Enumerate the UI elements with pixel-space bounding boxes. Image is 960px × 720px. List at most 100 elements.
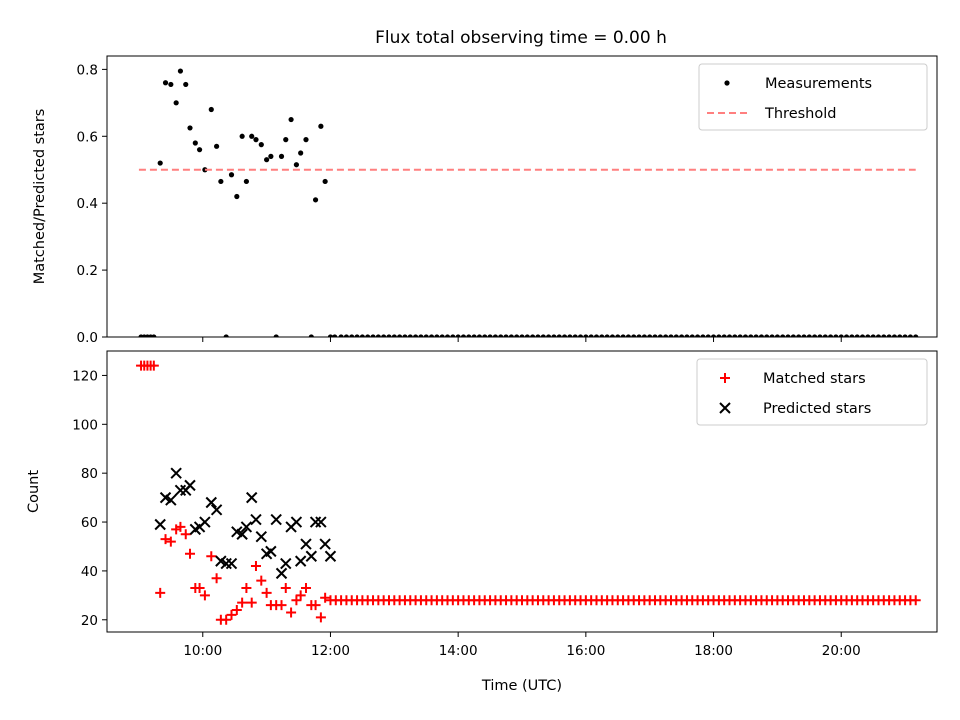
data-point <box>806 334 812 337</box>
data-point <box>154 518 166 531</box>
data-point <box>165 536 176 547</box>
data-point <box>428 334 435 337</box>
data-point <box>386 334 392 337</box>
data-point <box>530 334 536 337</box>
data-point <box>162 80 169 86</box>
data-point <box>668 334 674 337</box>
data-point <box>423 334 429 337</box>
legend: Measurements Threshold <box>698 63 928 131</box>
data-point <box>721 334 727 337</box>
data-point <box>753 334 759 337</box>
data-point <box>827 334 834 337</box>
data-point <box>514 334 520 337</box>
data-point <box>833 334 839 337</box>
data-point <box>293 162 300 168</box>
plot-area <box>136 360 921 625</box>
data-point <box>897 334 903 337</box>
data-point <box>243 178 249 185</box>
data-point <box>165 494 177 506</box>
data-point <box>391 334 397 337</box>
data-point <box>310 600 321 611</box>
data-point <box>891 334 898 337</box>
data-point <box>455 334 461 337</box>
data-point <box>214 143 220 149</box>
y-tick-label: 0.0 <box>77 330 98 346</box>
data-point <box>278 153 285 159</box>
data-point <box>492 334 498 337</box>
data-point <box>710 334 717 337</box>
data-point <box>322 178 328 185</box>
top-panel: 0.0 0.2 0.4 0.6 0.8 Matched/Predicted stars Me… <box>32 55 938 346</box>
data-point <box>202 167 208 173</box>
data-point <box>663 334 669 337</box>
data-point <box>231 605 242 616</box>
data-point <box>276 600 287 611</box>
data-point <box>397 334 403 337</box>
data-point <box>300 538 312 550</box>
data-point <box>298 150 304 156</box>
legend-label: Matched stars <box>763 371 866 387</box>
data-point <box>226 609 237 620</box>
data-point <box>225 557 238 570</box>
data-point <box>295 590 306 601</box>
data-point <box>561 334 568 337</box>
data-point <box>249 133 255 139</box>
data-point <box>780 334 786 337</box>
data-point <box>354 334 360 337</box>
legend-box <box>698 63 928 131</box>
data-point <box>476 334 483 337</box>
data-point <box>657 334 663 337</box>
data-point <box>849 334 855 337</box>
y-tick-label: 0.8 <box>77 62 98 78</box>
data-point <box>240 521 253 533</box>
data-point <box>796 334 802 337</box>
data-point <box>250 561 261 572</box>
data-point <box>194 583 205 594</box>
data-point <box>577 334 584 337</box>
y-tick-label: 100 <box>72 417 98 433</box>
legend-marker <box>724 80 730 86</box>
data-point <box>567 334 573 337</box>
data-point <box>184 479 196 492</box>
data-point <box>180 529 191 540</box>
data-point <box>748 334 754 337</box>
data-point <box>290 516 303 528</box>
data-point <box>790 334 796 337</box>
data-point <box>270 513 282 526</box>
data-point <box>865 334 871 337</box>
data-point <box>854 334 860 337</box>
data-point <box>196 147 203 153</box>
data-point <box>148 360 159 371</box>
legend-label: Threshold <box>764 106 836 122</box>
data-point <box>519 334 525 337</box>
data-point <box>237 597 248 608</box>
data-point <box>275 567 288 580</box>
data-point <box>381 334 387 337</box>
series-predicted-stars <box>154 467 337 580</box>
data-point <box>294 555 307 567</box>
data-point <box>524 334 530 337</box>
data-point <box>652 334 658 337</box>
data-point <box>705 334 711 337</box>
series-measurements <box>138 68 338 337</box>
legend-box <box>696 358 928 426</box>
data-point <box>498 334 504 337</box>
data-point <box>359 334 365 337</box>
y-tick-label: 20 <box>81 613 98 629</box>
data-point <box>604 334 610 337</box>
data-point <box>192 140 198 146</box>
series-matched-stars <box>136 360 336 625</box>
data-point <box>205 496 217 509</box>
data-point <box>183 81 189 88</box>
data-point <box>365 334 371 337</box>
data-point <box>444 334 451 337</box>
data-point <box>319 538 331 550</box>
data-point <box>556 334 562 337</box>
data-point <box>241 583 252 594</box>
data-point <box>439 334 445 337</box>
data-point <box>338 334 344 337</box>
data-point <box>256 575 267 586</box>
data-point <box>450 334 456 337</box>
data-point <box>315 516 327 528</box>
data-point <box>471 334 477 337</box>
